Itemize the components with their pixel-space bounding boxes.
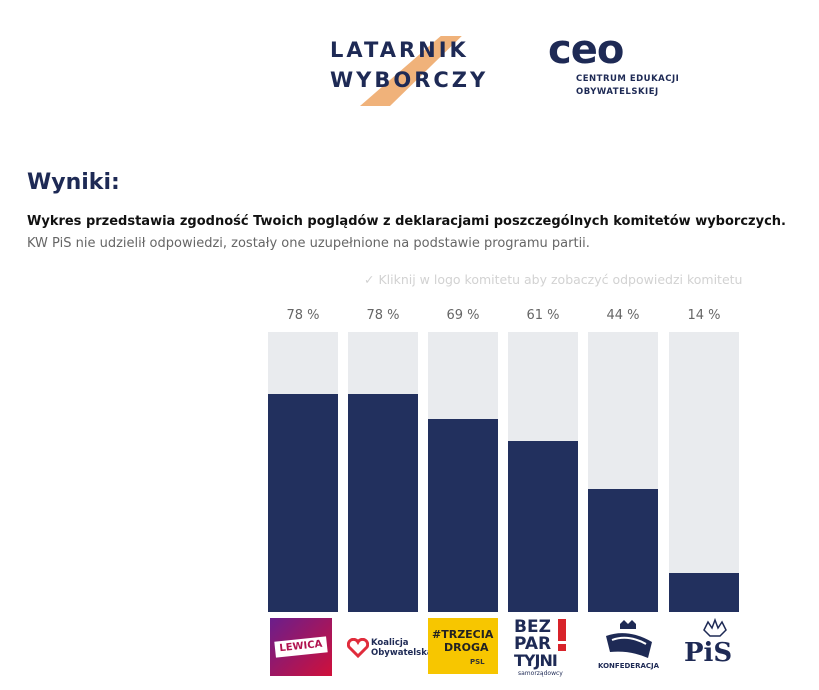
ko-text-1: Koalicja bbox=[371, 638, 409, 648]
exclamation-icon bbox=[558, 619, 566, 641]
konfederacja-text: KONFEDERACJA bbox=[598, 662, 660, 670]
logo-konfederacja[interactable]: KONFEDERACJA bbox=[598, 618, 666, 676]
ceo-subtitle-2: OBYWATELSKIEJ bbox=[576, 87, 659, 97]
brand-line-1: LATARNIK bbox=[330, 38, 469, 62]
logo-koalicja-obywatelska[interactable]: Koalicja Obywatelska bbox=[347, 618, 433, 676]
eagle-icon bbox=[703, 618, 727, 637]
ceo-subtitle-1: CENTRUM EDUKACJI bbox=[576, 74, 680, 84]
logo-pis[interactable]: PiS bbox=[676, 618, 740, 676]
bar-track bbox=[669, 332, 739, 612]
results-bar-chart: LEWICA Koalicja Obywatelska #TRZECIA DRO… bbox=[262, 300, 752, 690]
bar-track bbox=[428, 332, 498, 612]
latarnik-wyborczy-logo: LATARNIK WYBORCZY bbox=[330, 36, 510, 106]
trzecia-text-1: #TRZECIA bbox=[432, 628, 494, 641]
bar-fill bbox=[508, 441, 578, 612]
logo-trzecia-droga[interactable]: #TRZECIA DROGA PSL bbox=[428, 618, 498, 676]
logo-accent-shape bbox=[360, 36, 462, 106]
bar-fill bbox=[428, 418, 498, 612]
bez-text-1: BEZ bbox=[514, 617, 551, 637]
pis-text: PiS bbox=[684, 638, 733, 668]
bar-value-label: 78 % bbox=[366, 308, 400, 323]
logo-bezpartyjni[interactable]: BEZ PAR TYJNI samorządowcy bbox=[512, 617, 574, 677]
click-hint: ✓ Kliknij w logo komitetu aby zobaczyć o… bbox=[364, 272, 743, 287]
bez-text-4: samorządowcy bbox=[518, 670, 563, 677]
ship-icon bbox=[606, 620, 652, 658]
logo-lewica[interactable]: LEWICA bbox=[270, 618, 332, 676]
bar-value-label: 69 % bbox=[446, 308, 480, 323]
ceo-mark: ceo bbox=[548, 27, 624, 73]
bar-fill bbox=[268, 393, 338, 612]
bez-text-2: PAR bbox=[514, 634, 552, 654]
bar-track bbox=[588, 332, 658, 612]
exclamation-dot bbox=[558, 644, 566, 651]
bar-value-label: 44 % bbox=[606, 308, 640, 323]
heart-icon bbox=[347, 638, 369, 658]
ceo-logo: ceo CENTRUM EDUKACJI OBYWATELSKIEJ bbox=[548, 30, 698, 102]
chart-note: KW PiS nie udzielił odpowiedzi, zostały … bbox=[27, 236, 590, 251]
bar-fill bbox=[348, 393, 418, 612]
trzecia-text-2: DROGA bbox=[444, 641, 489, 654]
bar-value-label: 61 % bbox=[526, 308, 560, 323]
page-title: Wyniki: bbox=[27, 170, 120, 195]
bar-track bbox=[348, 332, 418, 612]
bar-track bbox=[508, 332, 578, 612]
ko-text-2: Obywatelska bbox=[371, 648, 433, 658]
bar-track bbox=[268, 332, 338, 612]
bar-fill bbox=[588, 488, 658, 612]
brand-line-2: WYBORCZY bbox=[330, 68, 489, 92]
trzecia-psl: PSL bbox=[470, 658, 485, 666]
chart-description: Wykres przedstawia zgodność Twoich poglą… bbox=[27, 214, 786, 229]
bar-value-label: 14 % bbox=[687, 308, 721, 323]
bar-fill bbox=[669, 572, 739, 612]
bez-text-3: TYJNI bbox=[514, 651, 558, 670]
bar-value-label: 78 % bbox=[286, 308, 320, 323]
